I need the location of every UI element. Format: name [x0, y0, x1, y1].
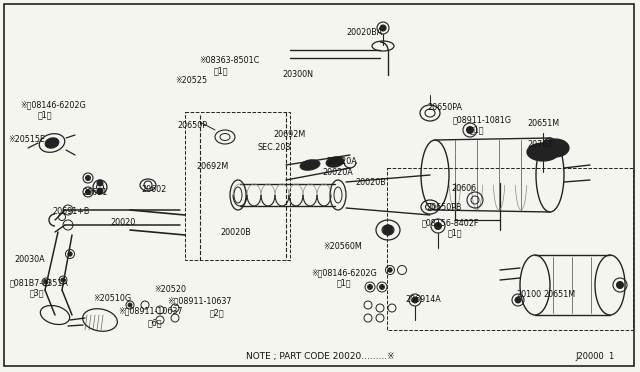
- Text: ※20560M: ※20560M: [323, 242, 362, 251]
- Text: 〈6〉: 〈6〉: [148, 318, 163, 327]
- Text: 20020BA: 20020BA: [346, 28, 382, 37]
- Text: ※Ⓞ08911-10637: ※Ⓞ08911-10637: [167, 296, 232, 305]
- Text: Ⓐ081B7-0351A: Ⓐ081B7-0351A: [10, 278, 69, 287]
- Text: NOTE ; PART CODE 20020.........※: NOTE ; PART CODE 20020.........※: [246, 352, 394, 361]
- Circle shape: [435, 222, 442, 230]
- Text: 20606: 20606: [451, 184, 476, 193]
- Text: 20100: 20100: [516, 290, 541, 299]
- Text: ※08363-8501C: ※08363-8501C: [199, 56, 259, 65]
- Circle shape: [388, 268, 392, 272]
- Text: 20030A: 20030A: [14, 255, 45, 264]
- Text: 20692M: 20692M: [196, 162, 228, 171]
- Circle shape: [380, 285, 385, 289]
- Text: 〈1〉: 〈1〉: [448, 228, 463, 237]
- Circle shape: [68, 252, 72, 256]
- Bar: [185, 112, 290, 260]
- Circle shape: [367, 285, 372, 289]
- Text: ※20525: ※20525: [175, 76, 207, 85]
- Circle shape: [44, 280, 48, 284]
- Circle shape: [97, 180, 103, 186]
- Circle shape: [515, 297, 521, 303]
- Text: 〈3〉: 〈3〉: [30, 288, 45, 297]
- Text: 20602: 20602: [141, 185, 166, 194]
- Text: ※Ⓞ08911-10637: ※Ⓞ08911-10637: [118, 306, 182, 315]
- Text: 20300N: 20300N: [282, 70, 313, 79]
- Circle shape: [86, 189, 90, 195]
- Text: 〈1〉: 〈1〉: [214, 66, 228, 75]
- Text: ※Ⓐ08146-6202G: ※Ⓐ08146-6202G: [20, 100, 86, 109]
- Text: 20650PA: 20650PA: [427, 103, 462, 112]
- Ellipse shape: [527, 143, 559, 161]
- Text: Ⓐ08156-8402F: Ⓐ08156-8402F: [422, 218, 479, 227]
- Text: 〈1〉: 〈1〉: [38, 110, 52, 119]
- Text: 20020B: 20020B: [355, 178, 386, 187]
- Text: ※20520: ※20520: [154, 285, 186, 294]
- Text: ※20510G: ※20510G: [93, 294, 131, 303]
- Text: 20762: 20762: [527, 140, 552, 149]
- Text: 20020A: 20020A: [322, 168, 353, 177]
- Text: SEC.208: SEC.208: [258, 143, 291, 152]
- Text: 20651M: 20651M: [543, 290, 575, 299]
- Text: 〈2〉: 〈2〉: [210, 308, 225, 317]
- Text: 20651M: 20651M: [527, 119, 559, 128]
- Text: 〈1〉: 〈1〉: [337, 278, 351, 287]
- Text: 20691: 20691: [82, 188, 108, 197]
- Ellipse shape: [45, 138, 59, 148]
- Text: 20020A: 20020A: [326, 157, 356, 166]
- Text: ※20515E: ※20515E: [8, 135, 45, 144]
- Text: 〈1〉: 〈1〉: [470, 125, 484, 134]
- Circle shape: [61, 278, 65, 282]
- Text: 20020B: 20020B: [220, 228, 251, 237]
- Text: 206914A: 206914A: [405, 295, 441, 304]
- Text: ※Ⓐ08146-6202G: ※Ⓐ08146-6202G: [311, 268, 377, 277]
- Text: 20650PB: 20650PB: [426, 203, 461, 212]
- Circle shape: [380, 25, 386, 31]
- Circle shape: [616, 282, 623, 289]
- Circle shape: [97, 188, 103, 194]
- Circle shape: [467, 126, 474, 134]
- Bar: [387, 168, 633, 330]
- Ellipse shape: [326, 157, 344, 167]
- Text: Ⓞ08911-1081G: Ⓞ08911-1081G: [453, 115, 512, 124]
- Circle shape: [86, 176, 90, 180]
- Ellipse shape: [541, 139, 569, 157]
- Circle shape: [128, 303, 132, 307]
- Text: 20020: 20020: [110, 218, 135, 227]
- Text: 20650P: 20650P: [177, 121, 207, 130]
- Text: J20000  1: J20000 1: [575, 352, 614, 361]
- Ellipse shape: [300, 160, 320, 170]
- Circle shape: [383, 225, 393, 235]
- Circle shape: [412, 297, 418, 303]
- Text: 20691+B: 20691+B: [52, 207, 90, 216]
- Text: 20692M: 20692M: [273, 130, 305, 139]
